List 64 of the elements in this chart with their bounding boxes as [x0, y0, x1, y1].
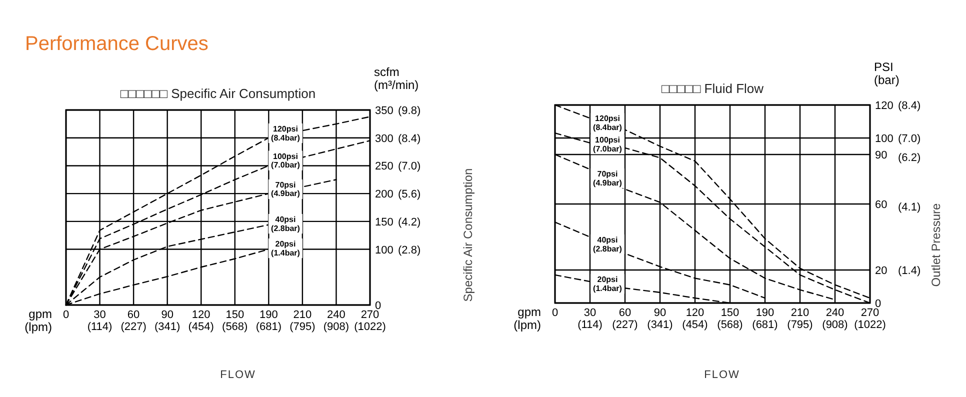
y-tick-label: 350 [375, 105, 394, 117]
x-tick-label: 210 (795) [787, 307, 813, 332]
y-tick-label: 150 [375, 216, 394, 228]
y2-tick-label: (6.2) [898, 152, 921, 164]
x-tick-label: 60 (227) [120, 309, 146, 334]
series-label: 100psi (7.0bar) [271, 152, 300, 170]
x-tick-label: 190 (681) [752, 307, 778, 332]
y-tick-label: 100 [875, 133, 894, 145]
text: FLOW [704, 369, 740, 381]
x-tick-label: 150 (568) [222, 309, 248, 334]
x-tick-label: 30 (114) [578, 307, 602, 332]
y-tick-label: 0 [875, 298, 882, 310]
x-tick-label: 120 (454) [682, 307, 708, 332]
y2-tick-label: (5.6) [398, 188, 421, 201]
y2-tick-label: (2.8) [398, 244, 421, 256]
x-tick-label: 190 (681) [256, 309, 282, 334]
y2-tick-label: (8.4) [898, 100, 921, 112]
series-label: 100psi (7.0bar) [593, 136, 622, 154]
x-tick-label: 0 [552, 307, 558, 319]
y2-tick-label: (9.8) [398, 105, 421, 117]
y2-tick-label: (1.4) [898, 265, 921, 277]
x-tick-label: 210 (795) [290, 309, 316, 334]
series-label: 120psi (8.4bar) [593, 114, 622, 132]
x-tick-label: 240 (908) [323, 309, 350, 334]
x-tick-label: 90 (341) [647, 307, 673, 332]
y-tick-label: 100 [375, 244, 394, 256]
x-tick-label: 270 (1022) [854, 307, 886, 332]
x-axis-title: gpm (lpm) [24, 307, 52, 334]
text: FLOW [220, 369, 256, 381]
text: Specific Air Consumption [461, 168, 475, 302]
y2-tick-label: (7.0) [398, 160, 421, 173]
x-tick-label: 270 (1022) [354, 309, 386, 334]
y-tick-label: 120 [875, 100, 894, 112]
x-tick-label: 60 (227) [612, 307, 638, 332]
y2-tick-label: (8.4) [398, 132, 421, 145]
chart-title: □□□□□ Fluid Flow [661, 81, 764, 96]
series-label: 40psi (2.8bar) [271, 214, 300, 233]
y2-tick-label: (4.2) [398, 216, 421, 228]
x-tick-label: 120 (454) [188, 309, 214, 334]
x-tick-label: 90 (341) [154, 309, 180, 334]
chart-title: □□□□□□ Specific Air Consumption [120, 86, 316, 101]
text: Outlet Pressure [929, 202, 943, 287]
x-tick-label: 30 (114) [87, 309, 112, 334]
y-tick-label: 20 [875, 265, 888, 277]
series-label: 40psi (2.8bar) [593, 235, 622, 254]
y-axis-title: PSI (bar) [874, 60, 900, 88]
y-tick-label: 300 [375, 132, 394, 145]
y-axis-title: scfm (m³/min) [374, 65, 419, 92]
y2-tick-label: (4.1) [898, 201, 921, 214]
y-tick-label: 60 [875, 199, 888, 211]
series-label: 70psi (4.9bar) [593, 169, 622, 188]
y-tick-label: 250 [375, 160, 394, 173]
x-axis-title: gpm (lpm) [514, 305, 542, 332]
x-tick-label: 240 (908) [822, 307, 848, 332]
y-tick-label: 200 [375, 188, 394, 201]
series-label: 20psi (1.4bar) [593, 275, 622, 293]
x-tick-label: 150 (568) [717, 307, 743, 332]
x-tick-label: 0 [62, 309, 70, 321]
y2-tick-label: (7.0) [898, 133, 921, 145]
series-label: 70psi (4.9bar) [271, 180, 300, 198]
series-label: 20psi (1.4bar) [271, 239, 300, 258]
y-tick-label: 90 [875, 150, 888, 162]
text: Performance Curves [25, 33, 208, 55]
series-label: 120psi (8.4bar) [271, 124, 300, 142]
